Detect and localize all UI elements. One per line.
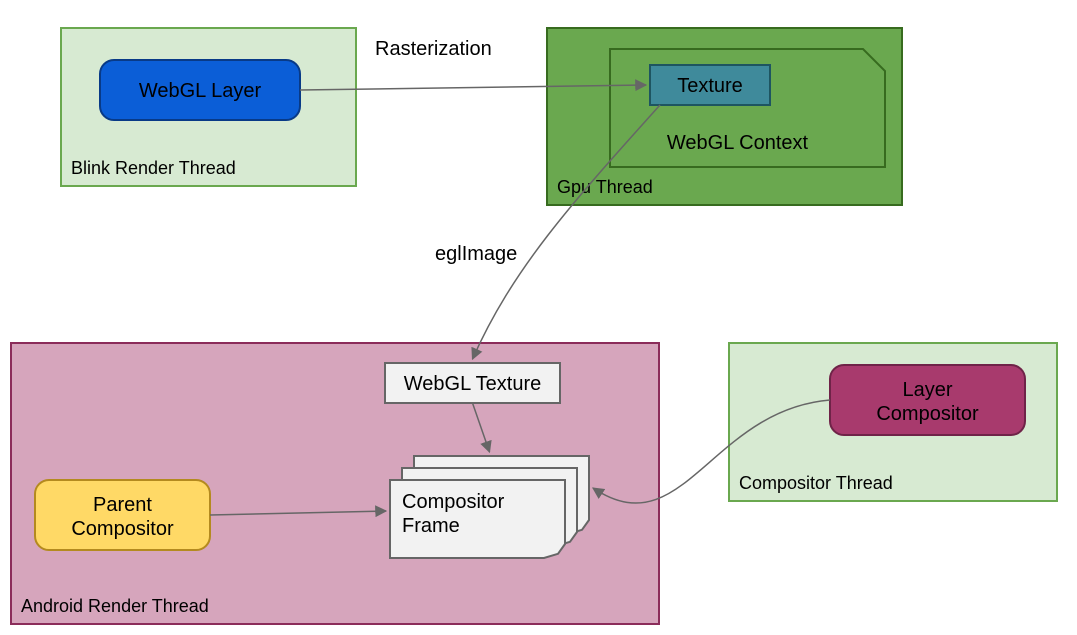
node-compositor-frame: CompositorFrame: [390, 456, 589, 558]
container-android-label: Android Render Thread: [21, 596, 209, 616]
compositor-frame-label-1: Compositor: [402, 491, 505, 513]
node-webgl-layer: WebGL Layer: [100, 60, 300, 120]
container-blink-label: Blink Render Thread: [71, 158, 236, 178]
node-webgl-texture-label: WebGL Texture: [404, 373, 541, 395]
compositor-frame-label-2: Frame: [402, 515, 460, 537]
edge-eglimage-label: eglImage: [435, 243, 517, 265]
node-parent-compositor-label-1: Parent: [93, 494, 152, 516]
node-texture-label: Texture: [677, 75, 743, 97]
node-layer-compositor-label-2: Compositor: [876, 403, 979, 425]
container-gpu-label: Gpu Thread: [557, 177, 653, 197]
container-comp-label: Compositor Thread: [739, 473, 893, 493]
node-webgl-layer-label: WebGL Layer: [139, 80, 262, 102]
node-texture: Texture: [650, 65, 770, 105]
node-parent-compositor: ParentCompositor: [35, 480, 210, 550]
edge-rasterization-label: Rasterization: [375, 38, 492, 60]
node-layer-compositor-label-1: Layer: [902, 379, 952, 401]
node-layer-compositor: LayerCompositor: [830, 365, 1025, 435]
node-webgl-texture: WebGL Texture: [385, 363, 560, 403]
node-parent-compositor-label-2: Compositor: [71, 518, 174, 540]
webgl-context-label: WebGL Context: [667, 132, 809, 154]
container-gpu: Gpu Thread: [547, 28, 902, 205]
